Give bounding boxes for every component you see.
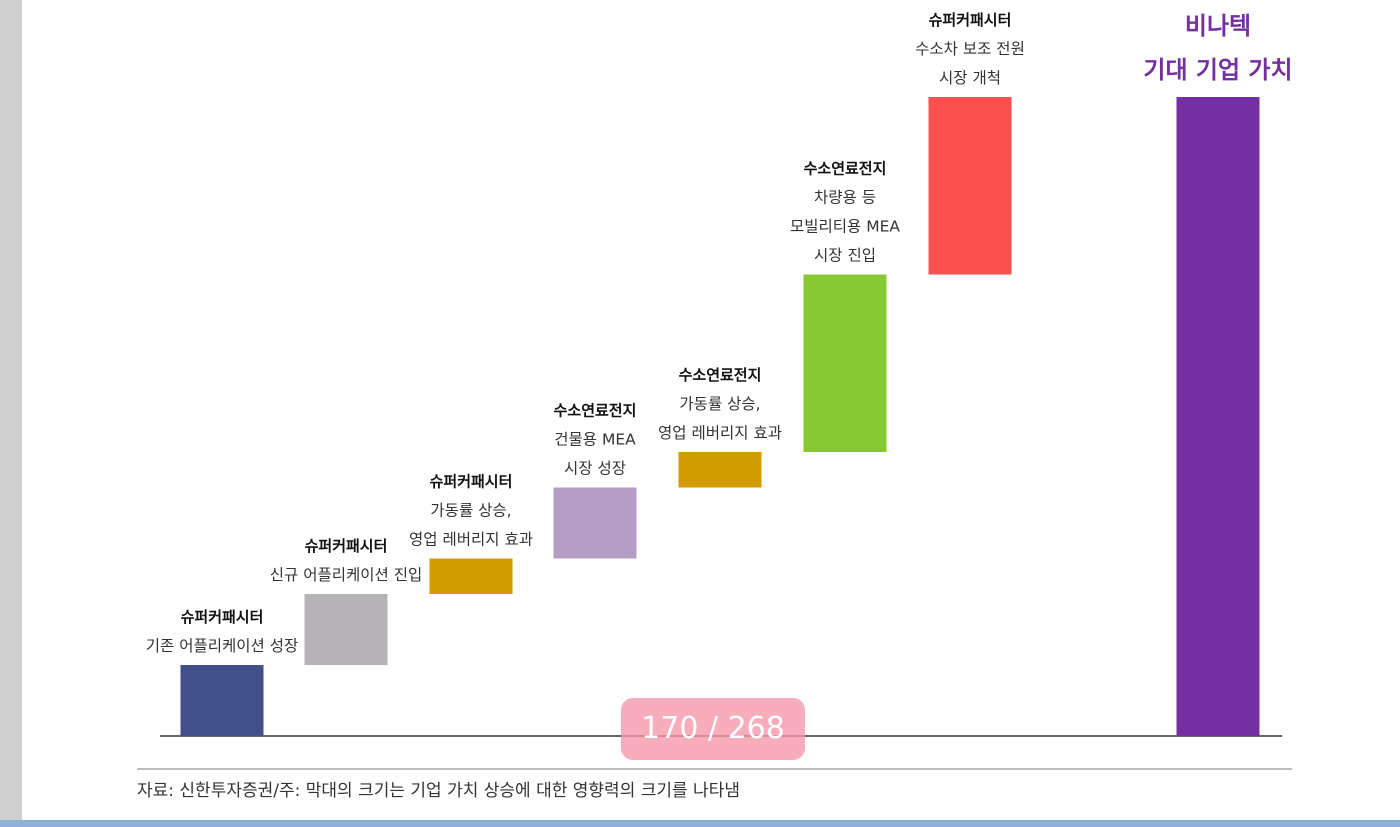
bar-label-line: 가동률 상승,	[430, 502, 511, 520]
page-indicator: 170 / 268	[621, 698, 805, 760]
source-divider	[137, 768, 1292, 770]
bar-label-line: 가동률 상승,	[679, 395, 760, 413]
bar-label-title: 슈퍼커패시터	[929, 11, 1012, 29]
total-bar	[1176, 97, 1260, 736]
waterfall-bar	[803, 274, 887, 452]
bar-label-line: 영업 레버리지 효과	[409, 531, 533, 549]
total-label: 비나텍	[1185, 12, 1251, 40]
bar-label-title: 슈퍼커패시터	[430, 473, 513, 491]
waterfall-bar	[429, 558, 513, 594]
left-sidebar-strip	[0, 0, 22, 827]
bar-label-line: 건물용 MEA	[554, 431, 636, 449]
bar-label-line: 차량용 등	[814, 189, 876, 207]
bar-label-line: 신규 어플리케이션 진입	[270, 566, 422, 584]
bar-label-line: 시장 진입	[814, 247, 876, 265]
bar-label-line: 모빌리티용 MEA	[790, 218, 900, 236]
bottom-border	[0, 820, 1400, 827]
bar-label-title: 수소연료전지	[679, 366, 762, 384]
waterfall-bar	[180, 665, 264, 736]
bar-label-line: 수소차 보조 전원	[915, 40, 1025, 58]
waterfall-bar	[678, 452, 762, 488]
waterfall-bar	[304, 594, 388, 665]
bar-label-line: 기존 어플리케이션 성장	[146, 637, 298, 655]
total-label: 기대 기업 가치	[1143, 56, 1292, 84]
bar-label-title: 수소연료전지	[804, 160, 887, 178]
bar-label-line: 영업 레버리지 효과	[658, 424, 782, 442]
bar-label-title: 슈퍼커패시터	[305, 537, 388, 555]
bar-label-line: 시장 성장	[564, 460, 626, 478]
bar-label-title: 수소연료전지	[554, 402, 637, 420]
bar-label-title: 슈퍼커패시터	[181, 608, 264, 626]
bar-label-line: 시장 개척	[939, 69, 1001, 87]
waterfall-bar	[553, 487, 637, 559]
waterfall-bar	[928, 97, 1012, 275]
source-note: 자료: 신한투자증권/주: 막대의 크기는 기업 가치 상승에 대한 영향력의 …	[137, 781, 740, 801]
